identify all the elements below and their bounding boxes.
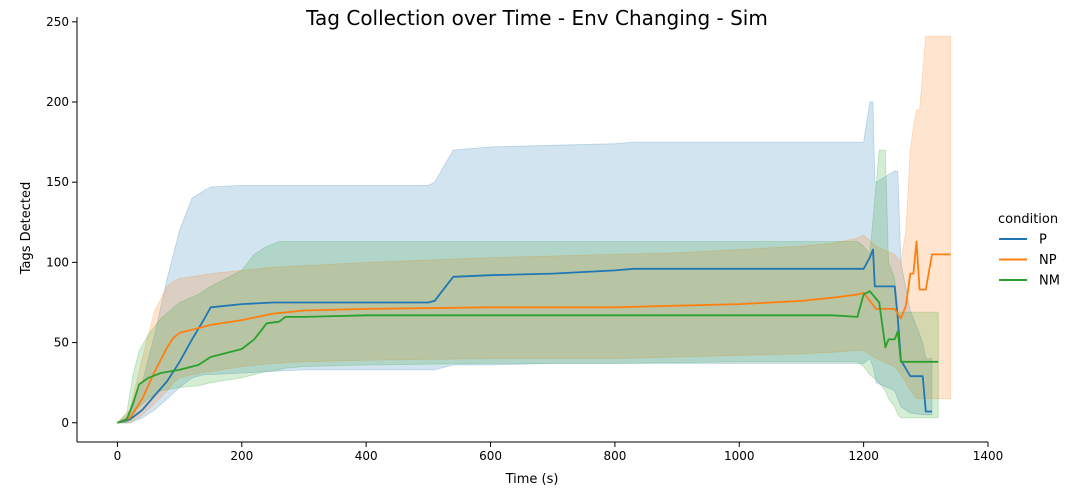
x-tick-label: 1200 bbox=[848, 449, 879, 463]
x-tick-label: 1000 bbox=[724, 449, 755, 463]
series-line-nm bbox=[117, 290, 939, 424]
y-tick-label: 0 bbox=[61, 416, 69, 430]
legend-label-p: P bbox=[1039, 233, 1047, 248]
axes: 0 200 400 600 800 1000 1200 1400 0 50 100 150 200 250 bbox=[46, 15, 1003, 463]
y-tick-label: 100 bbox=[46, 255, 69, 269]
legend-label-nm: NM bbox=[1039, 274, 1060, 289]
legend-label-np: NP bbox=[1039, 253, 1057, 268]
y-tick-label: 50 bbox=[54, 336, 69, 350]
legend: condition P NP NM bbox=[998, 212, 1060, 289]
legend-title: condition bbox=[998, 212, 1058, 227]
band-p bbox=[116, 101, 933, 424]
series-line-p bbox=[117, 248, 932, 424]
x-axis-label: Time (s) bbox=[505, 472, 559, 487]
y-axis-label: Tags Detected bbox=[19, 182, 34, 276]
x-tick-label: 800 bbox=[603, 449, 626, 463]
band-nm bbox=[116, 149, 939, 424]
chart-title: Tag Collection over Time - Env Changing … bbox=[305, 6, 768, 30]
band-np bbox=[116, 35, 952, 424]
series-line-np bbox=[117, 240, 951, 424]
y-tick-label: 250 bbox=[46, 15, 69, 29]
x-tick-label: 0 bbox=[114, 449, 122, 463]
y-tick-label: 150 bbox=[46, 175, 69, 189]
confidence-bands bbox=[116, 35, 952, 424]
x-tick-label: 600 bbox=[479, 449, 502, 463]
series-lines bbox=[117, 240, 951, 424]
x-tick-label: 400 bbox=[355, 449, 378, 463]
x-tick-label: 1400 bbox=[973, 449, 1004, 463]
x-tick-label: 200 bbox=[230, 449, 253, 463]
y-tick-label: 200 bbox=[46, 95, 69, 109]
